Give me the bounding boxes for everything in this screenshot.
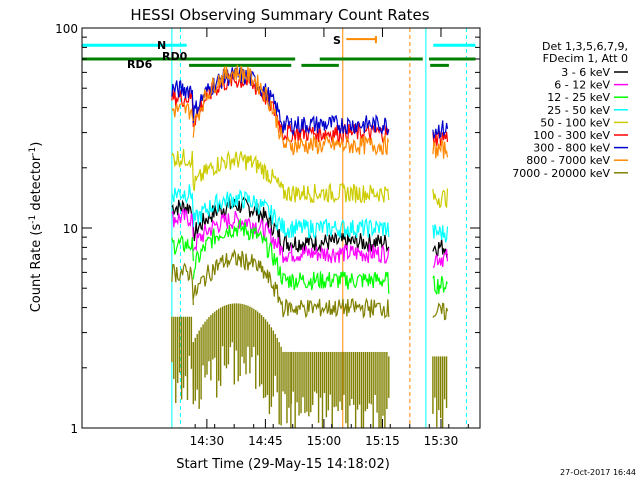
series-8-segment-1 <box>192 248 292 318</box>
legend: Det 1,3,5,6,7,9,FDecim 1, Att 03 - 6 keV… <box>512 40 628 180</box>
series-7-segment-0 <box>171 102 194 121</box>
series-2-segment-3 <box>432 275 449 295</box>
series-3 <box>171 184 449 243</box>
series-8-segment-2 <box>290 297 390 319</box>
series-1-segment-3 <box>432 249 449 268</box>
y-axis-label: Count Rate (s-1 detector-1) <box>28 142 44 313</box>
series-3-segment-1 <box>192 189 292 238</box>
y-axis-label-sup2: -1 <box>28 147 38 156</box>
series-6-segment-0 <box>171 80 194 121</box>
chart-title: HESSI Observing Summary Count Rates <box>130 6 429 24</box>
legend-label-7: 800 - 7000 keV <box>526 154 610 167</box>
series-1 <box>171 208 449 268</box>
legend-label-1: 6 - 12 keV <box>554 79 610 92</box>
series-0-segment-0 <box>171 199 194 228</box>
series-2-segment-1 <box>192 217 292 289</box>
series-4-segment-1 <box>192 150 292 201</box>
y-axis-label-rest: detector <box>29 155 44 215</box>
series-3-segment-3 <box>432 224 449 243</box>
series-7-segment-3 <box>432 140 449 159</box>
series-0 <box>171 196 449 259</box>
series-7-segment-2 <box>290 133 390 156</box>
series-5-segment-3 <box>432 129 449 147</box>
legend-label-3: 25 - 50 keV <box>547 104 610 117</box>
legend-label-6: 300 - 800 keV <box>533 142 610 155</box>
legend-header-0: Det 1,3,5,6,7,9, <box>542 40 628 53</box>
series-8-segment-3 <box>432 302 449 321</box>
legend-label-0: 3 - 6 keV <box>561 66 610 79</box>
series-2-segment-0 <box>171 234 194 262</box>
y-tick-label-1: 10 <box>63 222 78 236</box>
series-3-segment-0 <box>171 184 194 219</box>
series-4 <box>171 148 449 209</box>
series-1-segment-2 <box>290 244 390 264</box>
series-5-segment-1 <box>193 71 292 141</box>
flag-label-rd0: RD0 <box>162 50 188 63</box>
flag-label-n: N <box>157 39 166 52</box>
series-8 <box>171 248 449 428</box>
footer-date: 27-Oct-2017 16:44 <box>560 468 636 477</box>
series-2-segment-2 <box>290 271 390 294</box>
series-5-segment-0 <box>171 89 194 128</box>
flag-label-rd6: RD6 <box>127 58 153 71</box>
series-4-segment-2 <box>290 182 390 204</box>
x-tick-label-1: 14:45 <box>248 434 283 448</box>
x-tick-label-4: 15:30 <box>424 434 459 448</box>
x-tick-label-3: 15:15 <box>365 434 400 448</box>
flag-label-s: S <box>333 34 341 47</box>
series-1-segment-1 <box>192 210 291 263</box>
series-4-segment-3 <box>432 188 449 209</box>
legend-label-5: 100 - 300 keV <box>533 129 610 142</box>
legend-label-4: 50 - 100 keV <box>540 116 610 129</box>
y-axis-label-end: ) <box>29 142 44 147</box>
series-2 <box>171 217 449 295</box>
legend-header-1: FDecim 1, Att 0 <box>543 52 628 65</box>
legend-label-2: 12 - 25 keV <box>547 91 610 104</box>
y-tick-label-0: 1 <box>70 422 78 436</box>
y-axis-label-sup: -1 <box>28 215 38 224</box>
series-7-segment-1 <box>192 64 292 150</box>
y-tick-label-2: 100 <box>55 22 78 36</box>
legend-label-8: 7000 - 20000 keV <box>512 167 610 180</box>
x-axis-label: Start Time (29-May-15 14:18:02) <box>176 457 390 472</box>
x-tick-label-0: 14:30 <box>190 434 225 448</box>
series-4-segment-0 <box>171 148 194 187</box>
series-6-segment-3 <box>432 120 449 139</box>
series-3-segment-2 <box>290 217 390 240</box>
series-7 <box>171 64 449 159</box>
series-1-segment-0 <box>171 208 194 239</box>
series-8-segment-0 <box>171 262 194 306</box>
x-tick-label-2: 15:00 <box>307 434 342 448</box>
series-0-segment-3 <box>432 239 449 259</box>
y-axis-label-main: Count Rate (s <box>29 224 44 313</box>
series-6-segment-2 <box>290 113 390 137</box>
svg-text:Count Rate (s-1 detector-1): Count Rate (s-1 detector-1) <box>28 142 44 313</box>
axes: 14:30 14:45 15:00 15:15 15:30 1 10 100 <box>55 22 481 448</box>
